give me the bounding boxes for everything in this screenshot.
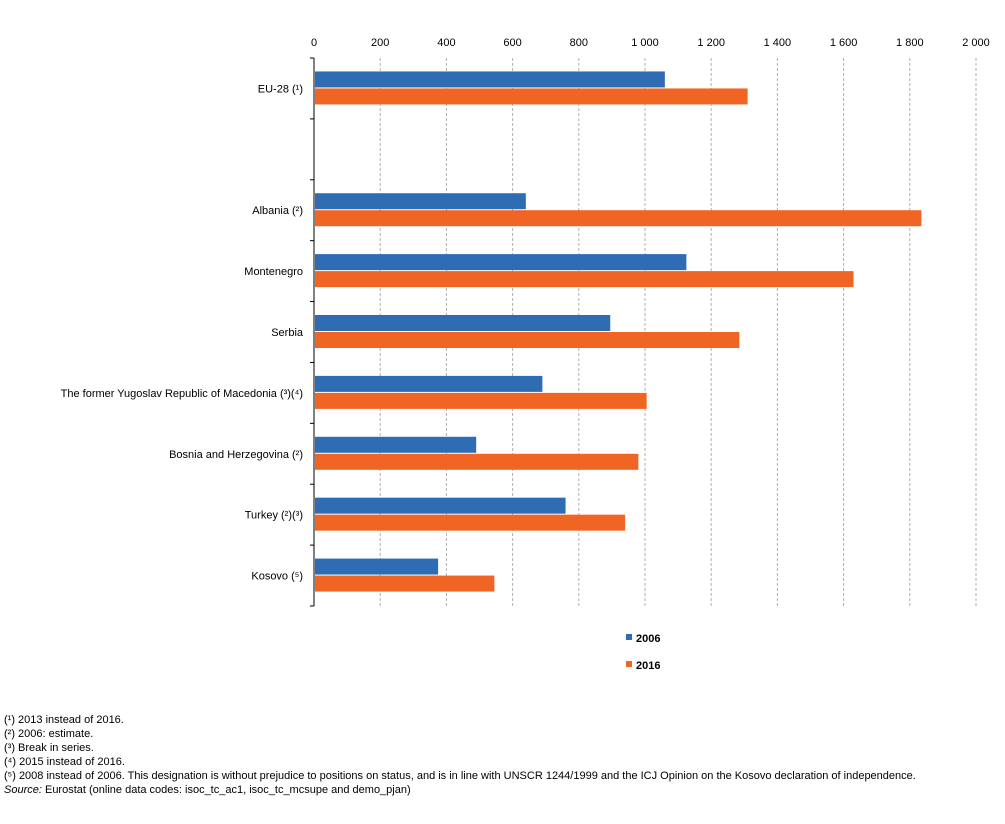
category-label-4: Serbia xyxy=(271,327,304,339)
footnote-2: (²) 2006: estimate. xyxy=(4,728,94,740)
category-label-8: Kosovo (⁵) xyxy=(251,571,303,583)
x-tick-label-3: 600 xyxy=(503,37,521,49)
x-tick-label-6: 1 200 xyxy=(697,37,725,49)
source-label: Source: xyxy=(4,784,42,796)
bar-2016-4 xyxy=(315,332,740,348)
x-tick-label-9: 1 800 xyxy=(896,37,924,49)
bar-2016-8 xyxy=(315,575,495,592)
bar-2016-3 xyxy=(315,271,854,288)
footnote-3: (³) Break in series. xyxy=(4,742,94,754)
x-tick-label-7: 1 400 xyxy=(764,37,792,49)
bar-2016-0 xyxy=(315,88,748,105)
bar-2016-6 xyxy=(315,453,639,470)
bar-2006-3 xyxy=(315,254,687,271)
category-label-6: Bosnia and Herzegovina (²) xyxy=(169,449,303,461)
bar-2006-6 xyxy=(315,436,477,453)
bar-2016-7 xyxy=(315,514,626,531)
category-label-5: The former Yugoslav Republic of Macedoni… xyxy=(61,388,303,400)
bar-2006-4 xyxy=(315,315,611,331)
footnote-1: (¹) 2013 instead of 2016. xyxy=(4,714,124,726)
source-note: Source: Eurostat (online data codes: iso… xyxy=(4,783,994,797)
source-text: Eurostat (online data codes: isoc_tc_ac1… xyxy=(41,784,411,796)
legend-label-2016: 2016 xyxy=(636,660,660,672)
bar-2006-8 xyxy=(315,558,439,575)
category-label-2: Albania (²) xyxy=(252,205,303,217)
footnotes: (¹) 2013 instead of 2016. (²) 2006: esti… xyxy=(4,713,994,797)
legend-swatch-2016 xyxy=(626,661,632,667)
category-label-7: Turkey (²)(³) xyxy=(245,510,303,522)
bar-2006-5 xyxy=(315,375,543,392)
x-tick-label-4: 800 xyxy=(570,37,588,49)
bar-2016-5 xyxy=(315,392,647,409)
footnote-4: (⁴) 2015 instead of 2016. xyxy=(4,756,125,768)
category-label-3: Montenegro xyxy=(244,266,303,278)
bar-2006-0 xyxy=(315,71,665,88)
x-tick-label-2: 400 xyxy=(437,37,455,49)
bar-2006-2 xyxy=(315,193,526,210)
bar-2006-7 xyxy=(315,497,566,514)
x-tick-label-0: 0 xyxy=(311,37,317,49)
bar-2016-2 xyxy=(315,210,922,227)
legend-label-2006: 2006 xyxy=(636,633,660,645)
x-tick-label-8: 1 600 xyxy=(830,37,858,49)
x-tick-label-1: 200 xyxy=(371,37,389,49)
x-tick-label-5: 1 000 xyxy=(631,37,659,49)
x-tick-label-10: 2 000 xyxy=(962,37,990,49)
category-label-0: EU-28 (¹) xyxy=(258,83,303,95)
footnote-5: (⁵) 2008 instead of 2006. This designati… xyxy=(4,770,916,782)
legend-swatch-2006 xyxy=(626,634,632,640)
bar-chart: 0 200 400 600 800 1 000 1 200 1 400 1 600 1 800 2 … xyxy=(61,37,990,672)
